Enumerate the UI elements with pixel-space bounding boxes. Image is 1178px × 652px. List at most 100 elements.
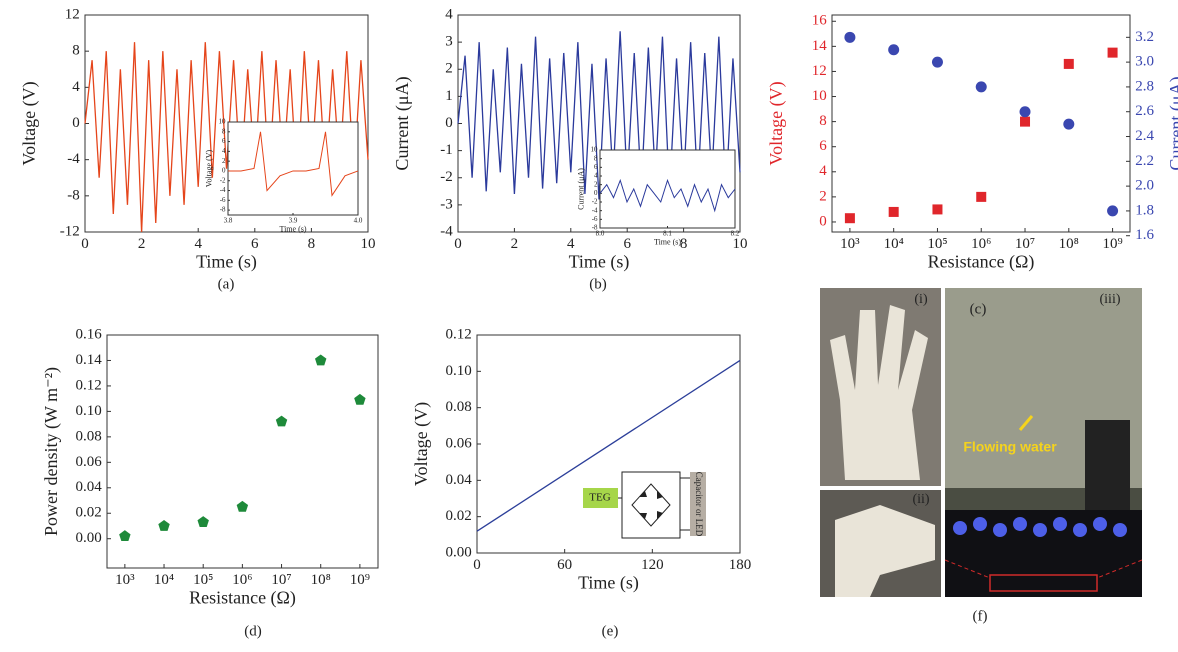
y-tick-label: 3 xyxy=(445,34,453,50)
x-tick-label: 10⁹ xyxy=(1102,236,1122,252)
photo-label: (i) xyxy=(914,292,928,307)
y-tick-label: 16 xyxy=(812,13,828,29)
figure: (i) (ii) (iii) Flowing water (f) 0246810… xyxy=(0,0,1178,652)
y-tick-label: 0.08 xyxy=(446,399,472,415)
x-tick-label: 10⁵ xyxy=(193,572,213,588)
data-point xyxy=(354,394,365,405)
data-point xyxy=(976,81,987,92)
x-axis-label: Time (s) xyxy=(654,238,681,247)
x-tick-label: 10⁴ xyxy=(154,572,174,588)
data-point xyxy=(932,57,943,68)
y2-tick-label: 1.6 xyxy=(1135,227,1154,243)
x-tick-label: 10³ xyxy=(115,572,135,588)
y-tick-label: 14 xyxy=(812,38,828,54)
y-tick-label: 6 xyxy=(222,137,226,145)
x-tick-label: 10 xyxy=(733,236,748,252)
y-axis-label: Voltage (V) xyxy=(205,149,214,187)
y-tick-label: 10 xyxy=(219,118,227,126)
x-tick-label: 10⁸ xyxy=(1059,236,1079,252)
y-tick-label: 4 xyxy=(819,163,827,179)
y-tick-label: 0.08 xyxy=(76,428,102,444)
y-tick-label: 0.04 xyxy=(446,472,473,488)
data-point xyxy=(1063,119,1074,130)
y-tick-label: 0.00 xyxy=(76,530,102,546)
y-tick-label: 0.14 xyxy=(76,352,103,368)
x-tick-label: 0 xyxy=(454,236,462,252)
data-point xyxy=(1020,106,1031,117)
y-tick-label: 2 xyxy=(222,157,226,165)
x-tick-label: 4 xyxy=(194,236,202,252)
x-tick-label: 10⁸ xyxy=(311,572,331,588)
diode-symbols xyxy=(639,491,663,519)
y-tick-label: 10 xyxy=(591,146,599,154)
x-axis-label: Resistance (Ω) xyxy=(928,252,1035,273)
page: {"chart_data": [ {"type": "line", "capti… xyxy=(0,0,1178,652)
data-point xyxy=(844,32,855,43)
y-tick-label: -12 xyxy=(60,223,80,239)
y-tick-label: -6 xyxy=(220,196,226,204)
data-point xyxy=(158,520,169,531)
data-point xyxy=(197,516,208,527)
x-tick-label: 180 xyxy=(729,557,752,573)
panel-caption: (e) xyxy=(602,623,619,639)
x-tick-label: 10⁶ xyxy=(971,236,991,252)
diode-bridge xyxy=(632,484,670,526)
y-tick-label: 0.02 xyxy=(446,508,472,524)
y-tick-label: 2 xyxy=(594,180,598,188)
y-tick-label: -8 xyxy=(67,187,80,203)
y-tick-label: 0.06 xyxy=(446,435,473,451)
x-tick-label: 10 xyxy=(361,236,376,252)
y-tick-label: 0.04 xyxy=(76,479,103,495)
y-tick-label: -4 xyxy=(220,186,226,194)
y-tick-label: -1 xyxy=(440,142,453,158)
y-tick-label: 0.06 xyxy=(76,454,103,470)
y-tick-label: 6 xyxy=(819,138,827,154)
y-tick-label: 0.10 xyxy=(76,403,102,419)
y-tick-label: -2 xyxy=(440,169,453,185)
y-tick-label: -6 xyxy=(592,215,598,223)
x-tick-label: 4.0 xyxy=(354,217,363,225)
photo-panel: (i) (ii) (iii) Flowing water (f) xyxy=(820,288,1142,624)
y-tick-label: 0.12 xyxy=(76,377,102,393)
y-tick-label: -8 xyxy=(592,224,598,232)
x-tick-label: 60 xyxy=(557,557,572,573)
x-tick-label: 8 xyxy=(308,236,316,252)
y-axis-label: Voltage (V) xyxy=(19,81,40,165)
x-tick-label: 10⁴ xyxy=(884,236,904,252)
y-tick-label: 12 xyxy=(812,63,827,79)
panel-caption: (b) xyxy=(589,276,607,292)
y2-tick-label: 2.2 xyxy=(1135,153,1154,169)
panel-caption: (d) xyxy=(244,623,262,639)
x-tick-label: 6 xyxy=(623,236,631,252)
y-tick-label: 8 xyxy=(72,43,80,59)
y-tick-label: 0 xyxy=(594,189,598,197)
plot-frame xyxy=(107,335,378,568)
x-tick-label: 10⁷ xyxy=(1015,236,1035,252)
y2-tick-label: 1.8 xyxy=(1135,202,1154,218)
x-tick-label: 0 xyxy=(81,236,89,252)
x-tick-label: 120 xyxy=(641,557,664,573)
panel-caption: (c) xyxy=(970,301,987,317)
y2-tick-label: 2.8 xyxy=(1135,78,1154,94)
y-axis-label: Voltage (V) xyxy=(766,81,787,165)
y-tick-label: -2 xyxy=(592,198,598,206)
data-point xyxy=(932,204,942,214)
data-point xyxy=(1107,205,1118,216)
y-tick-label: 4 xyxy=(594,172,598,180)
x-tick-label: 10⁶ xyxy=(232,572,252,588)
data-point xyxy=(1064,59,1074,69)
x-axis-label: Time (s) xyxy=(569,252,630,273)
y-tick-label: 2 xyxy=(445,61,453,77)
x-tick-label: 10⁷ xyxy=(271,572,291,588)
y2-tick-label: 2.0 xyxy=(1135,178,1154,194)
data-point xyxy=(888,44,899,55)
data-point xyxy=(889,207,899,217)
y-tick-label: -4 xyxy=(440,223,453,239)
y-tick-label: -8 xyxy=(220,206,226,214)
x-axis-label: Time (s) xyxy=(279,225,306,234)
y-tick-label: 0.02 xyxy=(76,505,102,521)
y-tick-label: 2 xyxy=(819,188,827,204)
circuit-diagram: TEG Capacitor or LED xyxy=(583,472,706,538)
y-tick-label: 4 xyxy=(72,79,80,95)
x-tick-label: 10⁹ xyxy=(350,572,370,588)
